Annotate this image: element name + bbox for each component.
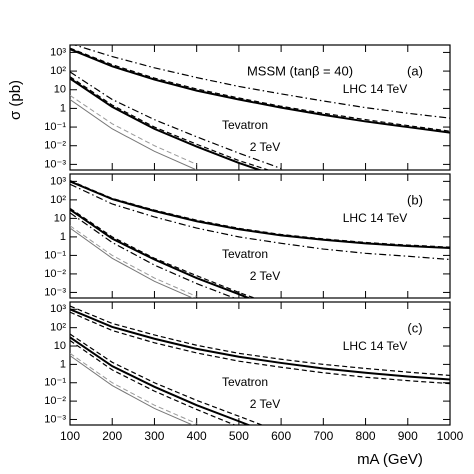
series-line	[70, 212, 236, 298]
series-line	[70, 99, 197, 170]
y-tick-label: 1	[60, 358, 66, 370]
y-tick-label: 10²	[50, 194, 66, 206]
lhc-label: LHC 14 TeV	[343, 339, 407, 353]
y-tick-label: 10⁻¹	[44, 121, 66, 133]
series-line	[70, 71, 282, 170]
lhc-label: LHC 14 TeV	[343, 211, 407, 225]
y-tick-label: 10⁻³	[44, 158, 66, 170]
x-tick-label: 100	[60, 429, 80, 443]
chart-title: MSSM (tanβ = 40)	[247, 63, 353, 78]
tevatron-label: Tevatron	[222, 247, 268, 261]
series-line	[70, 225, 197, 297]
y-tick-label: 10⁻²	[44, 140, 66, 152]
series-line	[70, 77, 263, 170]
panel-label: (c)	[407, 320, 422, 335]
series-line	[70, 355, 194, 425]
series-line	[70, 183, 450, 261]
lhc-label: LHC 14 TeV	[343, 82, 407, 96]
plot-frame	[69, 173, 451, 299]
y-tick-label: 10⁻²	[44, 395, 66, 407]
series-line	[70, 180, 450, 250]
series-line	[70, 208, 252, 298]
y-tick-label: 10⁻¹	[44, 249, 66, 261]
series-line	[70, 305, 450, 377]
series-line	[70, 308, 450, 381]
y-tick-label: 10³	[50, 303, 66, 315]
x-axis-label: mA (GeV)	[357, 451, 423, 468]
series-line	[70, 94, 197, 165]
x-tick-label: 300	[144, 429, 164, 443]
y-tick-label: 10⁻²	[44, 268, 66, 280]
y-tick-label: 10⁻¹	[44, 377, 66, 389]
energy-label: 2 TeV	[250, 269, 280, 283]
y-tick-label: 10²	[50, 322, 66, 334]
series-line	[70, 336, 252, 425]
x-tick-label: 500	[229, 429, 249, 443]
x-tick-label: 700	[313, 429, 333, 443]
series-line	[70, 311, 450, 385]
y-tick-label: 10	[54, 84, 66, 96]
series-line	[70, 48, 450, 134]
series-line	[70, 47, 450, 132]
y-tick-label: 10	[54, 340, 66, 352]
series-line	[70, 333, 264, 425]
series-line	[72, 45, 450, 119]
series-line	[70, 340, 237, 425]
panel-label: (b)	[407, 192, 423, 207]
y-axis-label: σ (pb)	[7, 80, 24, 120]
y-tick-label: 10⁻³	[44, 286, 66, 298]
series-line	[70, 352, 197, 425]
y-tick-label: 10	[54, 212, 66, 224]
series-line	[70, 76, 271, 170]
x-tick-label: 900	[398, 429, 418, 443]
tevatron-label: Tevatron	[222, 375, 268, 389]
y-tick-label: 1	[60, 102, 66, 114]
energy-label: 2 TeV	[250, 140, 280, 154]
tevatron-label: Tevatron	[222, 118, 268, 132]
x-tick-label: 200	[102, 429, 122, 443]
y-tick-label: 1	[60, 231, 66, 243]
series-line	[70, 227, 194, 298]
x-tick-label: 400	[187, 429, 207, 443]
y-tick-label: 10³	[50, 175, 66, 187]
x-tick-label: 800	[356, 429, 376, 443]
x-tick-label: 600	[271, 429, 291, 443]
x-tick-label: 1000	[437, 429, 464, 443]
y-tick-label: 10³	[50, 46, 66, 58]
panel-label: (a)	[407, 63, 423, 78]
energy-label: 2 TeV	[250, 397, 280, 411]
y-tick-label: 10⁻³	[44, 413, 66, 425]
plot-frame	[69, 301, 451, 426]
y-tick-label: 10²	[50, 65, 66, 77]
series-line	[70, 207, 257, 298]
series-line	[70, 180, 450, 248]
